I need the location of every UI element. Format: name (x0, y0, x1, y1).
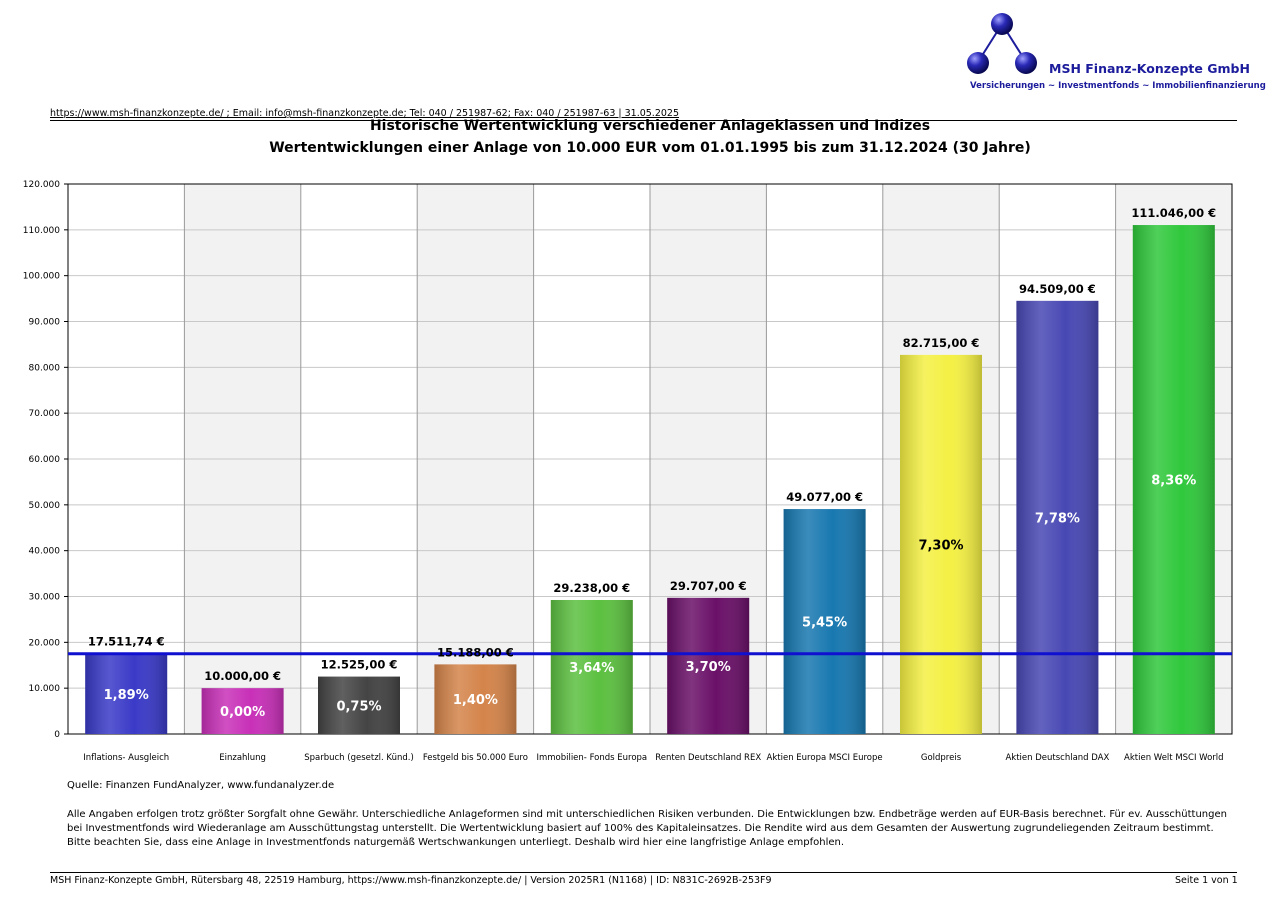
logo-sphere-right (1015, 52, 1037, 74)
brand-tagline: Versicherungen ~ Investmentfonds ~ Immob… (970, 81, 1266, 91)
x-category-label: Renten Deutschland REX (655, 753, 761, 763)
bar-return-label: 0,75% (336, 699, 381, 714)
bar-shading (783, 509, 866, 734)
y-tick-label: 90.000 (29, 318, 61, 328)
bar-return-label: 3,70% (686, 660, 731, 675)
y-tick-label: 80.000 (29, 363, 61, 373)
plot-frame (67, 183, 1233, 735)
y-tick-label: 0 (54, 730, 60, 740)
bar-return-label: 8,36% (1151, 474, 1196, 489)
bar-value-label: 82.715,00 € (903, 336, 980, 350)
x-category-label: Aktien Welt MSCI World (1124, 753, 1224, 763)
x-category-label: Festgeld bis 50.000 Euro (423, 753, 528, 763)
bar-value-label: 29.707,00 € (670, 579, 747, 593)
contact-line[interactable]: https://www.msh-finanzkonzepte.de/ ; Ema… (50, 108, 679, 119)
x-category-label: Einzahlung (219, 753, 266, 763)
bar-value-label: 29.238,00 € (553, 581, 630, 595)
brand-name: MSH Finanz-Konzepte GmbH (1049, 61, 1250, 76)
bar-return-label: 5,45% (802, 616, 847, 631)
x-category-label: Aktien Deutschland DAX (1005, 753, 1109, 763)
footer-divider (50, 872, 1237, 873)
y-tick-label: 30.000 (29, 593, 61, 603)
header-divider (50, 120, 1237, 121)
chart-title: Historische Wertentwicklung verschiedene… (369, 118, 931, 134)
bar-shading (550, 599, 633, 734)
logo-sphere-left (967, 52, 989, 74)
page-number: Seite 1 von 1 (1175, 875, 1238, 886)
footer-address: MSH Finanz-Konzepte GmbH, Rütersbarg 48,… (50, 875, 772, 886)
logo-sphere-top (991, 13, 1013, 35)
bar-return-label: 0,00% (220, 705, 265, 720)
bar-value-label: 15.188,00 € (437, 645, 514, 659)
bar-shading (201, 688, 284, 734)
y-tick-label: 60.000 (29, 455, 61, 465)
y-tick-label: 70.000 (29, 409, 61, 419)
bar-shading (900, 354, 982, 734)
y-tick-label: 120.000 (23, 180, 60, 190)
chart-subtitle: Wertentwicklungen einer Anlage von 10.00… (269, 140, 1031, 156)
source-note: Quelle: Finanzen FundAnalyzer, www.funda… (67, 780, 335, 791)
company-logo (967, 13, 1037, 74)
bar-shading (1016, 300, 1099, 734)
x-category-label: Inflations- Ausgleich (83, 753, 169, 763)
bar-return-label: 1,89% (104, 688, 149, 703)
bar-chart: 0 10.000 20.000 30.000 40.000 50.000 60.000 70.… (23, 180, 1233, 763)
y-tick-label: 20.000 (29, 638, 61, 648)
bar-shading (85, 653, 168, 734)
bar-value-label: 12.525,00 € (321, 658, 398, 672)
bar-shading (1132, 225, 1215, 734)
bar-shading (434, 664, 517, 734)
disclaimer-text: Alle Angaben erfolgen trotz größter Sorg… (67, 809, 1227, 848)
x-category-label: Sparbuch (gesetzl. Künd.) (304, 753, 414, 763)
bar-return-label: 1,40% (453, 693, 498, 708)
y-tick-label: 100.000 (23, 272, 60, 282)
y-tick-label: 50.000 (29, 501, 61, 511)
x-category-label: Goldpreis (921, 753, 962, 763)
bar-shading (318, 676, 400, 734)
bar-value-label: 94.509,00 € (1019, 282, 1096, 296)
bar-value-label: 10.000,00 € (204, 669, 281, 683)
bar-value-label: 111.046,00 € (1131, 206, 1216, 220)
bar-return-label: 7,30% (918, 538, 963, 553)
bar-value-label: 49.077,00 € (786, 490, 863, 504)
bar-return-label: 7,78% (1035, 511, 1080, 526)
bar-return-label: 3,64% (569, 661, 614, 676)
bar-value-label: 17.511,74 € (88, 635, 165, 649)
y-tick-label: 40.000 (29, 547, 61, 557)
x-category-label: Immobilien- Fonds Europa (536, 753, 647, 763)
bar-shading (667, 597, 750, 734)
y-tick-label: 10.000 (29, 684, 61, 694)
y-tick-label: 110.000 (23, 226, 60, 236)
x-category-label: Aktien Europa MSCI Europe (767, 753, 883, 763)
